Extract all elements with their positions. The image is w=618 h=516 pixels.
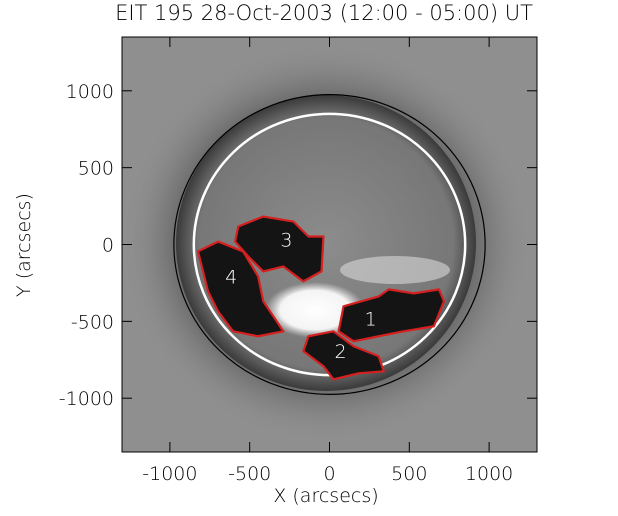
region-label: 3 bbox=[280, 230, 292, 252]
x-axis-label: X (arcsecs) bbox=[273, 485, 378, 507]
x-tick-label: -1000 bbox=[142, 463, 197, 485]
region-label: 1 bbox=[365, 308, 377, 330]
bright-region bbox=[340, 256, 450, 284]
y-axis-label: Y (arcsecs) bbox=[13, 193, 35, 297]
y-tick-label: 500 bbox=[78, 158, 114, 180]
x-tick-label: -500 bbox=[228, 463, 271, 485]
image: 12 3 4 bbox=[121, 37, 537, 452]
y-tick-label: 0 bbox=[102, 235, 114, 257]
region-label: 2 bbox=[334, 341, 346, 363]
chart: EIT 195 28-Oct-2003 (12:00 - 05:00) UT X… bbox=[0, 0, 618, 512]
y-tick-label: 1000 bbox=[66, 81, 114, 103]
y-tick-label: -500 bbox=[71, 311, 114, 333]
page: {"chart_data": { "type": "image", "title… bbox=[0, 0, 618, 516]
x-tick-label: 500 bbox=[391, 463, 427, 485]
region-label: 4 bbox=[225, 266, 237, 288]
y-tick-label: -1000 bbox=[59, 388, 114, 410]
x-tick-label: 1000 bbox=[465, 463, 513, 485]
x-tick-label: 0 bbox=[323, 463, 335, 485]
chart-title: EIT 195 28-Oct-2003 (12:00 - 05:00) UT bbox=[115, 1, 533, 25]
